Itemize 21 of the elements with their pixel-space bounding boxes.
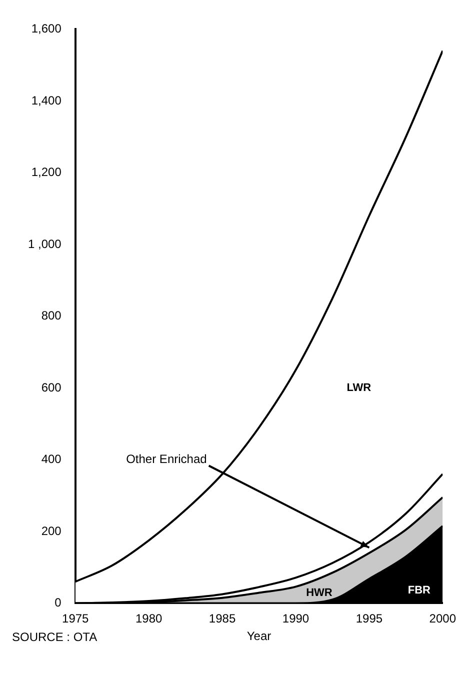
y-tick-label: 1,400 <box>31 93 62 108</box>
x-axis-title: Year <box>246 629 272 644</box>
x-tick-label: 1975 <box>62 612 90 626</box>
source-note: SOURCE : OTA <box>12 630 98 644</box>
text: Other Enrichad <box>126 452 207 466</box>
x-tick-label: 1995 <box>356 612 383 626</box>
y-tick-label: 200 <box>41 524 62 538</box>
y-tick-label: 0 <box>54 596 62 610</box>
series-label: FBR <box>408 584 431 597</box>
y-tick-label: 1,200 <box>31 165 62 180</box>
y-tick-label: 400 <box>41 452 62 466</box>
x-tick-label: 1990 <box>282 612 310 626</box>
x-tick-label: 1980 <box>135 612 162 626</box>
x-tick-label: 2000 <box>429 612 456 626</box>
y-tick-label: 600 <box>41 380 62 394</box>
series-label: LWR <box>346 382 372 394</box>
y-tick-label: 1,600 <box>31 22 62 36</box>
y-tick-label: 1 ,000 <box>28 236 62 251</box>
x-tick-label: 1985 <box>208 612 236 626</box>
series-label: HWR <box>306 587 332 600</box>
y-tick-label: 800 <box>41 308 62 323</box>
